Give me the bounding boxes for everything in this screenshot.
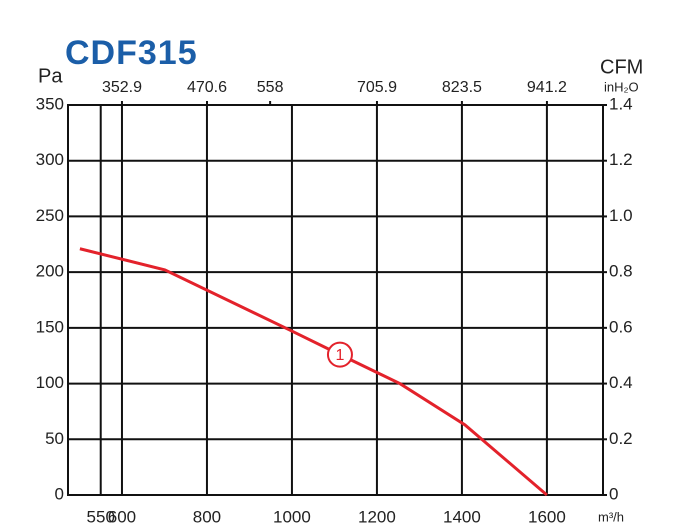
x-tick-label: 550: [87, 507, 115, 526]
y-tick-label: 350: [36, 94, 64, 113]
y-axis-label: Pa: [38, 65, 63, 87]
y2-tick-label: 0.2: [609, 429, 633, 448]
y-tick-label: 300: [36, 150, 64, 169]
y-tick-label: 0: [55, 484, 64, 503]
y2-tick-label: 0.6: [609, 317, 633, 336]
x-tick-label: 1200: [358, 507, 396, 526]
x2-tick-label: 705.9: [357, 79, 397, 96]
y2-tick-label: 0.8: [609, 262, 633, 281]
x-axis-label: m³/h: [598, 509, 624, 524]
x-tick-label: 1600: [528, 507, 566, 526]
series-marker: [326, 341, 353, 368]
y2-tick-label: 0: [609, 484, 618, 503]
y2-axis-label: inH₂O: [604, 79, 639, 94]
y2-tick-label: 1.0: [609, 206, 633, 225]
x-tick-label: 1000: [273, 507, 311, 526]
series-label: 1: [336, 347, 345, 364]
y-tick-label: 50: [45, 429, 64, 448]
y2-tick-label: 0.4: [609, 373, 633, 392]
chart-title: CDF315: [65, 34, 198, 72]
x2-tick-label: 470.6: [187, 79, 227, 96]
x-tick-label: 1400: [443, 507, 481, 526]
x2-tick-label: 352.9: [102, 79, 142, 96]
x-tick-label: 600: [108, 507, 136, 526]
y-tick-label: 250: [36, 206, 64, 225]
x2-tick-label: 558: [257, 79, 284, 96]
x2-axis-label: CFM: [600, 56, 643, 78]
x-tick-label: 800: [193, 507, 221, 526]
plot-frame: [67, 104, 604, 496]
y-tick-label: 150: [36, 317, 64, 336]
y-tick-label: 200: [36, 262, 64, 281]
x2-tick-label: 823.5: [442, 79, 482, 96]
y-tick-label: 100: [36, 373, 64, 392]
y2-tick-label: 1.4: [609, 94, 633, 113]
series-line: [79, 247, 548, 497]
x2-tick-label: 941.2: [527, 79, 567, 96]
y2-tick-label: 1.2: [609, 150, 633, 169]
